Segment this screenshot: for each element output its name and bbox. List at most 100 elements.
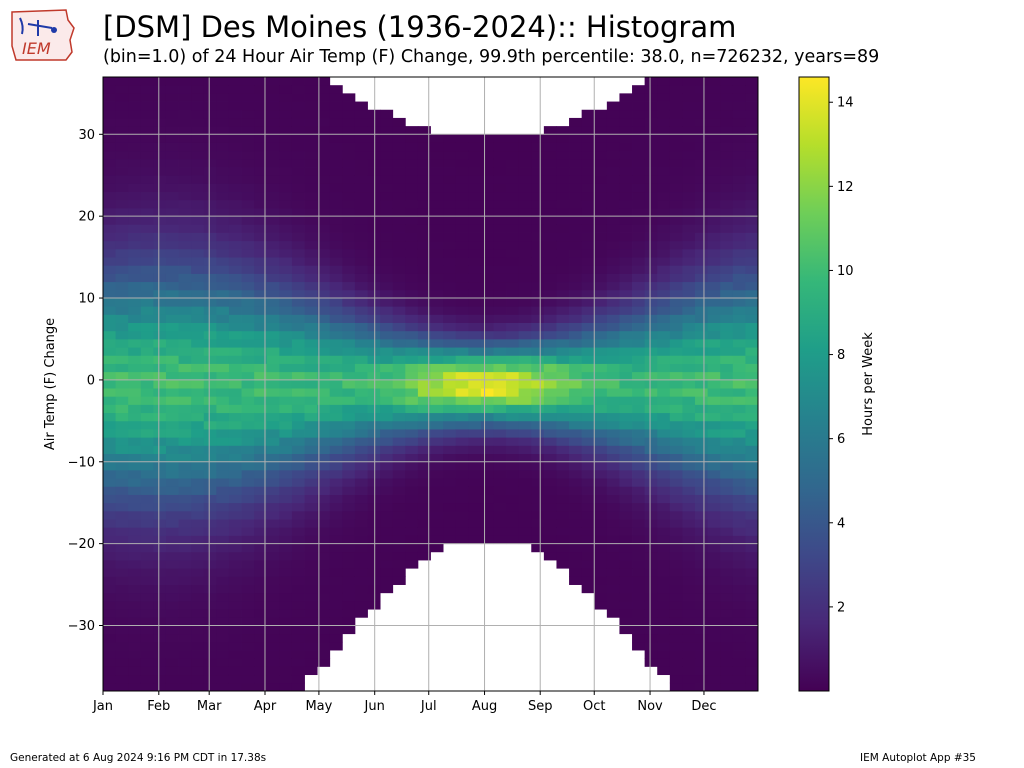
heatmap-cell bbox=[632, 167, 646, 176]
heatmap-cell bbox=[254, 641, 268, 651]
heatmap-cell bbox=[279, 216, 293, 225]
heatmap-cell bbox=[531, 347, 545, 356]
heatmap-cell bbox=[657, 117, 671, 127]
heatmap-cell bbox=[392, 502, 406, 512]
heatmap-cell bbox=[745, 445, 759, 454]
heatmap-cell bbox=[279, 502, 293, 512]
heatmap-cell bbox=[304, 273, 318, 283]
heatmap-cell bbox=[380, 117, 394, 127]
heatmap-cell bbox=[695, 437, 709, 446]
heatmap-cell bbox=[266, 617, 280, 626]
heatmap-cell bbox=[228, 560, 242, 569]
heatmap-cell bbox=[695, 167, 709, 176]
heatmap-cell bbox=[619, 568, 633, 577]
heatmap-cell bbox=[745, 199, 759, 209]
heatmap-cell bbox=[153, 568, 167, 577]
heatmap-cell bbox=[266, 216, 280, 225]
heatmap-cell bbox=[266, 478, 280, 487]
heatmap-cell bbox=[153, 617, 167, 626]
heatmap-cell bbox=[392, 535, 406, 545]
heatmap-cell bbox=[581, 175, 595, 184]
heatmap-cell bbox=[556, 216, 570, 225]
heatmap-cell bbox=[153, 158, 167, 168]
heatmap-cell bbox=[732, 232, 746, 242]
heatmap-cell bbox=[165, 134, 179, 143]
heatmap-cell bbox=[241, 248, 255, 258]
heatmap-cell bbox=[720, 510, 734, 520]
heatmap-cell bbox=[619, 379, 633, 389]
heatmap-cell bbox=[543, 543, 557, 553]
heatmap-cell bbox=[531, 134, 545, 143]
heatmap-cell bbox=[657, 584, 671, 594]
heatmap-cell bbox=[329, 191, 343, 201]
heatmap-cell bbox=[543, 289, 557, 299]
heatmap-cell bbox=[720, 494, 734, 504]
heatmap-cell bbox=[594, 519, 608, 528]
heatmap-cell bbox=[342, 576, 356, 585]
heatmap-cell bbox=[707, 609, 721, 618]
heatmap-cell bbox=[216, 355, 230, 364]
heatmap-cell bbox=[354, 592, 368, 602]
heatmap-cell bbox=[417, 437, 431, 446]
heatmap-cell bbox=[430, 142, 444, 152]
heatmap-cell bbox=[342, 314, 356, 323]
heatmap-cell bbox=[569, 576, 583, 585]
heatmap-cell bbox=[254, 429, 268, 438]
heatmap-cell bbox=[216, 420, 230, 430]
heatmap-cell bbox=[329, 560, 343, 569]
heatmap-cell bbox=[682, 207, 696, 217]
heatmap-cell bbox=[493, 347, 507, 356]
heatmap-cell bbox=[291, 338, 305, 348]
heatmap-cell bbox=[405, 224, 419, 233]
heatmap-cell bbox=[191, 535, 205, 545]
heatmap-cell bbox=[128, 191, 142, 201]
heatmap-cell bbox=[228, 273, 242, 283]
heatmap-cell bbox=[317, 371, 331, 381]
heatmap-cell bbox=[594, 191, 608, 201]
heatmap-cell bbox=[228, 314, 242, 323]
heatmap-cell bbox=[720, 216, 734, 225]
heatmap-cell bbox=[556, 142, 570, 152]
heatmap-cell bbox=[468, 461, 482, 471]
heatmap-cell bbox=[732, 281, 746, 291]
heatmap-cell bbox=[140, 379, 154, 389]
heatmap-cell bbox=[405, 404, 419, 414]
heatmap-cell bbox=[669, 404, 683, 414]
heatmap-cell bbox=[493, 363, 507, 373]
heatmap-cell bbox=[329, 232, 343, 242]
heatmap-cell bbox=[165, 420, 179, 430]
heatmap-cell bbox=[417, 273, 431, 283]
heatmap-cell bbox=[392, 322, 406, 332]
heatmap-cell bbox=[443, 240, 457, 250]
heatmap-cell bbox=[531, 527, 545, 536]
heatmap-cell bbox=[732, 77, 746, 86]
heatmap-cell bbox=[392, 453, 406, 463]
heatmap-cell bbox=[216, 101, 230, 111]
heatmap-cell bbox=[606, 298, 620, 307]
heatmap-cell bbox=[367, 551, 381, 561]
heatmap-cell bbox=[354, 183, 368, 193]
heatmap-cell bbox=[178, 142, 192, 152]
heatmap-cell bbox=[417, 314, 431, 323]
heatmap-cell bbox=[707, 248, 721, 258]
heatmap-cell bbox=[594, 560, 608, 569]
heatmap-cell bbox=[216, 109, 230, 119]
heatmap-cell bbox=[632, 150, 646, 160]
heatmap-cell bbox=[191, 265, 205, 274]
heatmap-cell bbox=[266, 175, 280, 184]
heatmap-cell bbox=[178, 85, 192, 94]
heatmap-cell bbox=[153, 412, 167, 422]
heatmap-cell bbox=[329, 437, 343, 446]
heatmap-cell bbox=[632, 535, 646, 545]
heatmap-cell bbox=[657, 633, 671, 643]
heatmap-cell bbox=[720, 77, 734, 86]
heatmap-cell bbox=[329, 175, 343, 184]
heatmap-cell bbox=[720, 453, 734, 463]
heatmap-cell bbox=[707, 600, 721, 610]
heatmap-cell bbox=[304, 461, 318, 471]
heatmap-cell bbox=[556, 126, 570, 135]
heatmap-cell bbox=[619, 183, 633, 193]
heatmap-cell bbox=[569, 134, 583, 143]
heatmap-cell bbox=[732, 314, 746, 323]
heatmap-cell bbox=[556, 453, 570, 463]
